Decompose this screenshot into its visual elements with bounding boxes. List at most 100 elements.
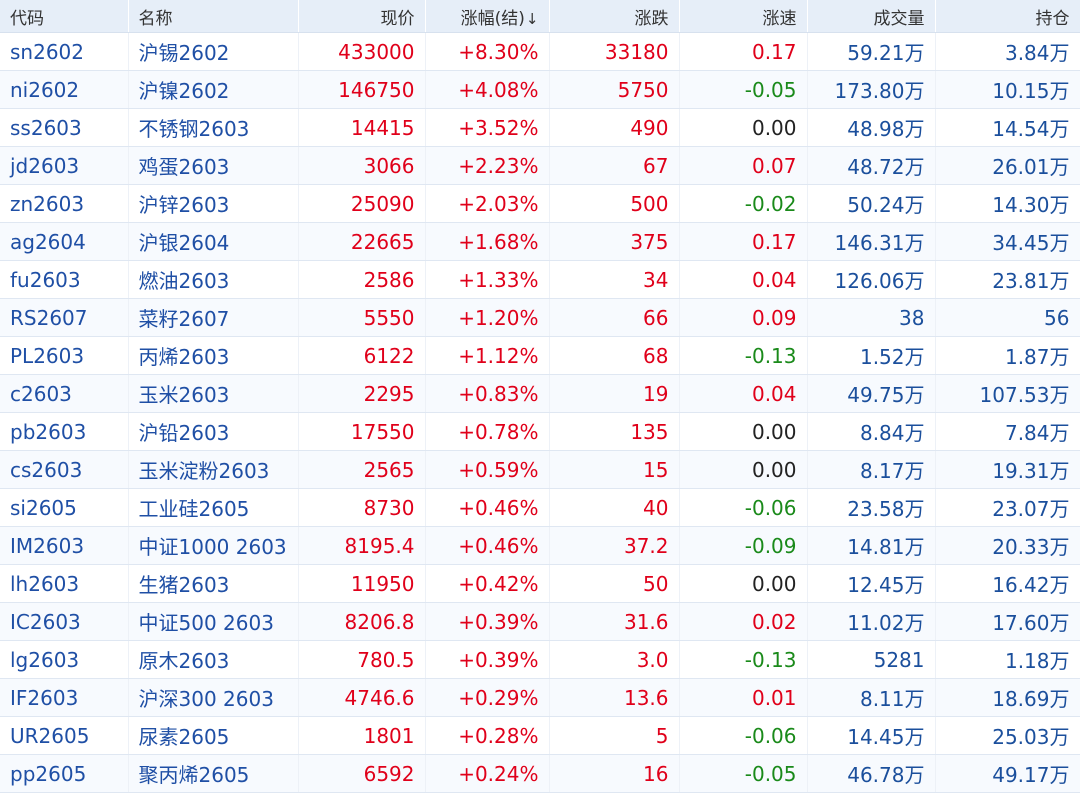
cell-price: 25090 xyxy=(298,184,426,223)
cell-speed: 0.01 xyxy=(679,678,808,717)
cell-open-interest: 10.15万 xyxy=(935,70,1080,109)
cell-name: 沪锌2603 xyxy=(128,184,299,223)
cell-price: 3066 xyxy=(298,146,426,185)
cell-change: 490 xyxy=(549,108,680,147)
cell-volume: 8.17万 xyxy=(807,450,936,489)
table-row[interactable]: PL2603 丙烯2603 6122 +1.12% 68 -0.13 1.52万 1.87万 xyxy=(0,336,1080,375)
cell-name: 玉米2603 xyxy=(128,374,299,413)
cell-name: 中证500 2603 xyxy=(128,602,299,641)
cell-pct: +0.39% xyxy=(425,602,550,641)
cell-code: pb2603 xyxy=(0,412,129,451)
cell-pct: +0.28% xyxy=(425,716,550,755)
table-row[interactable]: IM2603 中证1000 2603 8195.4 +0.46% 37.2 -0.09 14… xyxy=(0,526,1080,565)
cell-speed: -0.09 xyxy=(679,526,808,565)
cell-price: 8730 xyxy=(298,488,426,527)
cell-volume: 59.21万 xyxy=(807,32,936,71)
table-row[interactable]: pb2603 沪铅2603 17550 +0.78% 135 0.00 8.84万 7.84万 xyxy=(0,412,1080,451)
cell-speed: 0.00 xyxy=(679,564,808,603)
table-row[interactable]: cs2603 玉米淀粉2603 2565 +0.59% 15 0.00 8.17万 19.31… xyxy=(0,450,1080,489)
sort-desc-arrow-icon: ↓ xyxy=(525,9,539,28)
cell-speed: 0.02 xyxy=(679,602,808,641)
cell-code: sn2602 xyxy=(0,32,129,71)
cell-volume: 46.78万 xyxy=(807,754,936,793)
table-row[interactable]: ag2604 沪银2604 22665 +1.68% 375 0.17 146.31万 34.… xyxy=(0,222,1080,261)
cell-volume: 173.80万 xyxy=(807,70,936,109)
cell-name: 不锈钢2603 xyxy=(128,108,299,147)
cell-volume: 14.81万 xyxy=(807,526,936,565)
cell-price: 4746.6 xyxy=(298,678,426,717)
column-header-speed[interactable]: 涨速 xyxy=(679,0,808,33)
table-row[interactable]: lg2603 原木2603 780.5 +0.39% 3.0 -0.13 5281 1.18万 xyxy=(0,640,1080,679)
column-header-code[interactable]: 代码 xyxy=(0,0,129,33)
cell-pct: +1.12% xyxy=(425,336,550,375)
cell-volume: 14.45万 xyxy=(807,716,936,755)
table-row[interactable]: lh2603 生猪2603 11950 +0.42% 50 0.00 12.45万 16.42… xyxy=(0,564,1080,603)
cell-price: 5550 xyxy=(298,298,426,337)
table-row[interactable]: IC2603 中证500 2603 8206.8 +0.39% 31.6 0.02 11.0… xyxy=(0,602,1080,641)
cell-code: lh2603 xyxy=(0,564,129,603)
cell-open-interest: 14.54万 xyxy=(935,108,1080,147)
cell-name: 沪深300 2603 xyxy=(128,678,299,717)
cell-change: 15 xyxy=(549,450,680,489)
column-header-open-interest[interactable]: 持仓 xyxy=(935,0,1080,33)
cell-code: IM2603 xyxy=(0,526,129,565)
cell-pct: +0.46% xyxy=(425,488,550,527)
column-header-volume[interactable]: 成交量 xyxy=(807,0,936,33)
cell-volume: 49.75万 xyxy=(807,374,936,413)
cell-change: 66 xyxy=(549,298,680,337)
cell-price: 17550 xyxy=(298,412,426,451)
cell-name: 沪银2604 xyxy=(128,222,299,261)
cell-pct: +0.42% xyxy=(425,564,550,603)
table-row[interactable]: jd2603 鸡蛋2603 3066 +2.23% 67 0.07 48.72万 26.01万 xyxy=(0,146,1080,185)
cell-open-interest: 7.84万 xyxy=(935,412,1080,451)
table-row[interactable]: IF2603 沪深300 2603 4746.6 +0.29% 13.6 0.01 8.11… xyxy=(0,678,1080,717)
cell-speed: 0.04 xyxy=(679,374,808,413)
cell-speed: 0.00 xyxy=(679,108,808,147)
column-header-name[interactable]: 名称 xyxy=(128,0,299,33)
cell-speed: 0.09 xyxy=(679,298,808,337)
cell-speed: 0.17 xyxy=(679,222,808,261)
table-row[interactable]: ss2603 不锈钢2603 14415 +3.52% 490 0.00 48.98万 14.… xyxy=(0,108,1080,147)
cell-name: 丙烯2603 xyxy=(128,336,299,375)
cell-pct: +8.30% xyxy=(425,32,550,71)
cell-pct: +0.46% xyxy=(425,526,550,565)
cell-name: 生猪2603 xyxy=(128,564,299,603)
table-row[interactable]: si2605 工业硅2605 8730 +0.46% 40 -0.06 23.58万 23.0… xyxy=(0,488,1080,527)
column-header-pct[interactable]: 涨幅(结)↓ xyxy=(425,0,550,33)
cell-speed: -0.13 xyxy=(679,336,808,375)
cell-name: 尿素2605 xyxy=(128,716,299,755)
column-header-price[interactable]: 现价 xyxy=(298,0,426,33)
cell-pct: +0.78% xyxy=(425,412,550,451)
table-row[interactable]: ni2602 沪镍2602 146750 +4.08% 5750 -0.05 173.80万… xyxy=(0,70,1080,109)
cell-volume: 1.52万 xyxy=(807,336,936,375)
cell-price: 2586 xyxy=(298,260,426,299)
cell-pct: +4.08% xyxy=(425,70,550,109)
table-row[interactable]: RS2607 菜籽2607 5550 +1.20% 66 0.09 38 56 xyxy=(0,298,1080,337)
cell-change: 50 xyxy=(549,564,680,603)
table-row[interactable]: c2603 玉米2603 2295 +0.83% 19 0.04 49.75万 107.53万 xyxy=(0,374,1080,413)
cell-change: 19 xyxy=(549,374,680,413)
cell-volume: 5281 xyxy=(807,640,936,679)
table-header: 代码 名称 现价 涨幅(结)↓ 涨跌 涨速 成交量 持仓 xyxy=(0,0,1080,33)
cell-pct: +1.20% xyxy=(425,298,550,337)
cell-pct: +0.59% xyxy=(425,450,550,489)
cell-change: 34 xyxy=(549,260,680,299)
table-row[interactable]: UR2605 尿素2605 1801 +0.28% 5 -0.06 14.45万 25.03万 xyxy=(0,716,1080,755)
cell-volume: 12.45万 xyxy=(807,564,936,603)
table-row[interactable]: zn2603 沪锌2603 25090 +2.03% 500 -0.02 50.24万 14.… xyxy=(0,184,1080,223)
column-header-pct-label: 涨幅(结) xyxy=(460,8,525,29)
cell-speed: -0.02 xyxy=(679,184,808,223)
cell-code: fu2603 xyxy=(0,260,129,299)
column-header-change[interactable]: 涨跌 xyxy=(549,0,680,33)
cell-speed: 0.00 xyxy=(679,450,808,489)
cell-change: 3.0 xyxy=(549,640,680,679)
cell-price: 146750 xyxy=(298,70,426,109)
table-row[interactable]: sn2602 沪锡2602 433000 +8.30% 33180 0.17 59.21万 3… xyxy=(0,32,1080,71)
table-row[interactable]: fu2603 燃油2603 2586 +1.33% 34 0.04 126.06万 23.81… xyxy=(0,260,1080,299)
cell-open-interest: 1.87万 xyxy=(935,336,1080,375)
cell-change: 67 xyxy=(549,146,680,185)
cell-change: 500 xyxy=(549,184,680,223)
cell-price: 8195.4 xyxy=(298,526,426,565)
cell-change: 40 xyxy=(549,488,680,527)
cell-open-interest: 20.33万 xyxy=(935,526,1080,565)
